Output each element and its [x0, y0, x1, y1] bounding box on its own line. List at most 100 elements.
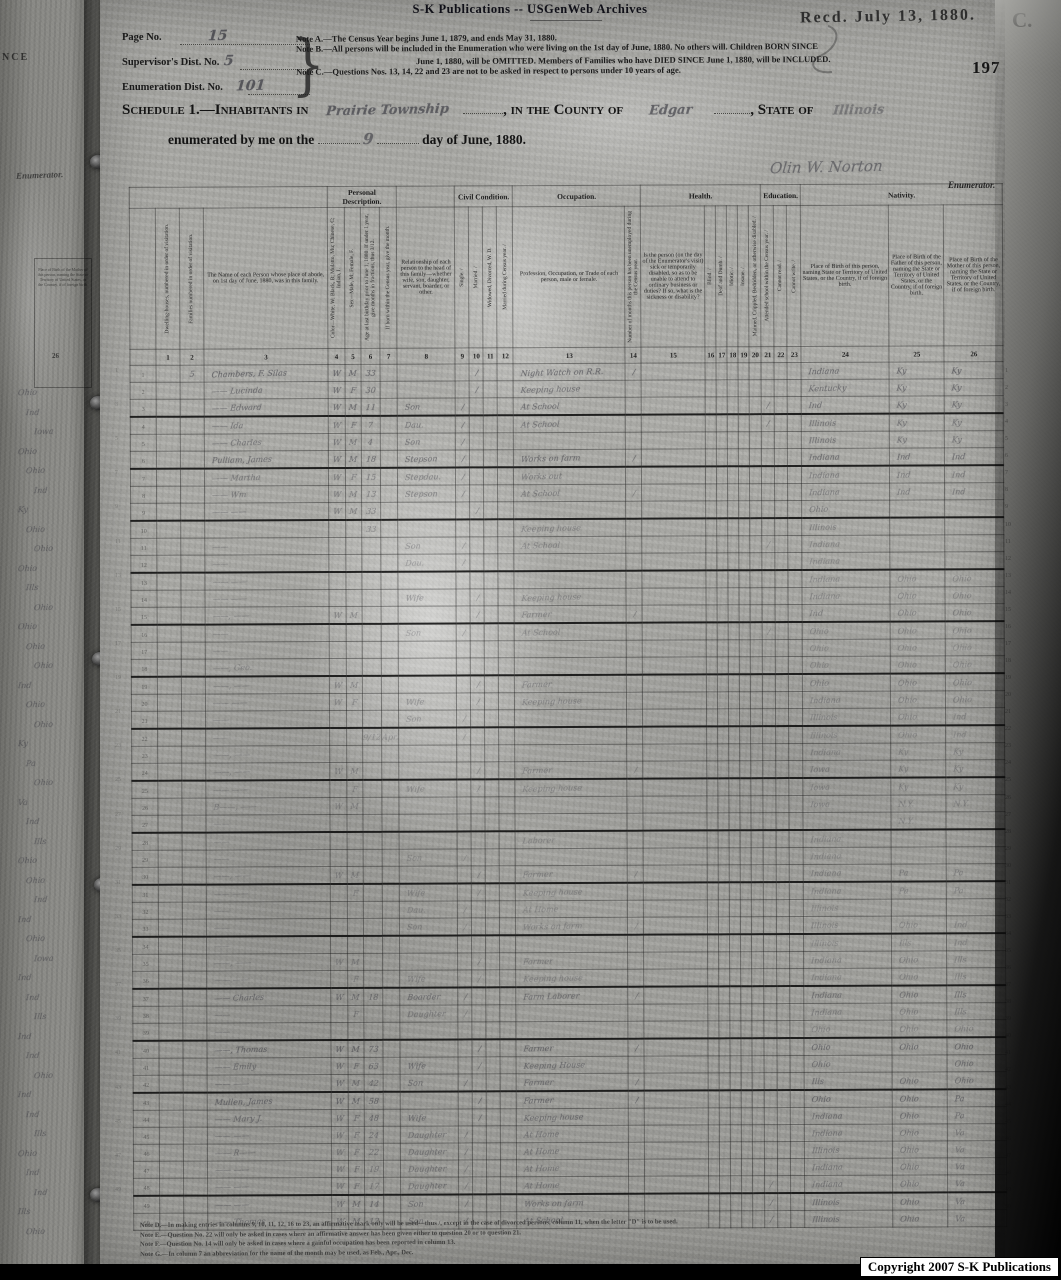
table-cell: [345, 571, 362, 590]
table-cell: [751, 951, 765, 969]
table-cell: At Home: [515, 900, 628, 918]
table-cell: [347, 831, 364, 850]
table-cell: [775, 552, 789, 571]
table-cell: [158, 832, 183, 851]
table-cell: [469, 467, 484, 485]
table-cell: [790, 1072, 805, 1091]
table-cell: Laborer: [515, 830, 628, 849]
table-cell: 15: [361, 467, 381, 486]
table-cell: Ills: [804, 1072, 893, 1090]
group-header: Health.: [640, 184, 761, 207]
table-cell: [641, 431, 706, 450]
table-cell: F: [345, 467, 362, 486]
row-number-cell: 42: [133, 1075, 160, 1093]
table-cell: [498, 692, 515, 710]
table-cell: [345, 519, 362, 538]
column-header-3: The Name of each Person whose place of a…: [203, 207, 328, 350]
table-cell: [470, 709, 485, 728]
table-cell: [706, 622, 718, 640]
table-cell: [484, 727, 500, 745]
column-number: 1: [155, 349, 181, 366]
table-cell: [777, 1193, 792, 1211]
table-cell: [718, 882, 730, 900]
table-cell: [181, 711, 206, 729]
group-header: [129, 186, 328, 209]
table-cell: Indiana: [802, 535, 891, 553]
table-cell: Iowa: [803, 760, 892, 778]
group-header: Occupation.: [512, 185, 641, 207]
table-cell: [470, 657, 485, 676]
table-cell: [330, 849, 348, 867]
table-cell: [749, 362, 762, 380]
previous-page-entry: Ky: [17, 504, 29, 515]
table-cell: [763, 778, 777, 796]
table-cell: [727, 466, 739, 484]
table-cell: [472, 1159, 487, 1177]
table-cell: 48: [364, 1109, 384, 1127]
table-cell: [751, 899, 764, 917]
table-cell: [740, 864, 752, 883]
table-cell: [788, 604, 803, 623]
table-cell: [777, 1055, 791, 1073]
table-cell: [787, 431, 802, 449]
table-cell: [499, 900, 516, 918]
table-cell: Ohio: [892, 1192, 949, 1211]
table-cell: /: [761, 396, 775, 415]
table-cell: [181, 694, 206, 712]
table-cell: [644, 968, 709, 987]
table-cell: [750, 691, 763, 709]
table-cell: [788, 725, 804, 744]
table-cell: [157, 746, 182, 764]
column-header-12: Married during Census year. /: [496, 206, 514, 348]
table-cell: [730, 1055, 742, 1073]
table-cell: [158, 867, 183, 885]
table-cell: [752, 1175, 765, 1194]
table-cell: [730, 1107, 742, 1125]
table-cell: [515, 813, 628, 832]
table-cell: [739, 674, 751, 692]
binding-row-number: 17: [115, 640, 121, 647]
table-cell: [625, 501, 643, 519]
binding-row-number: 43: [115, 1084, 121, 1091]
table-cell: [361, 589, 382, 607]
table-cell: /: [627, 761, 644, 779]
table-cell: [346, 710, 363, 728]
table-cell: [764, 1141, 778, 1159]
table-cell: [627, 900, 644, 918]
table-cell: [708, 1175, 720, 1194]
table-cell: At Home: [516, 1176, 629, 1195]
table-cell: —— Emily: [207, 1057, 332, 1076]
table-cell: [398, 727, 458, 746]
table-cell: Ky: [891, 759, 947, 778]
table-cell: [158, 850, 183, 868]
table-cell: [329, 623, 347, 642]
table-cell: [628, 1176, 645, 1194]
table-cell: [469, 484, 484, 502]
table-cell: [740, 743, 752, 761]
table-cell: [485, 865, 500, 884]
table-cell: [380, 433, 398, 451]
table-cell: Ky: [891, 777, 947, 796]
table-cell: [381, 675, 399, 694]
enumeration-dist-label: Enumeration Dist. No.: [122, 82, 223, 93]
table-cell: [398, 519, 457, 538]
table-cell: [740, 812, 752, 831]
table-cell: /: [764, 1193, 779, 1211]
table-cell: Keeping house: [515, 882, 628, 901]
table-cell: [761, 448, 775, 467]
column-header-17: Deaf and Dumb. /: [715, 205, 728, 347]
column-number: 8: [397, 347, 456, 365]
table-cell: [789, 933, 804, 952]
table-cell: [763, 899, 777, 917]
table-cell: 33: [361, 502, 381, 520]
row-number-cell: 27: [131, 815, 159, 833]
table-cell: [456, 675, 471, 693]
column-number: 9: [455, 347, 470, 364]
table-cell: ——, ——: [205, 676, 330, 695]
table-cell: [183, 1161, 208, 1179]
table-cell: [706, 656, 718, 675]
row-number-cell: 2: [130, 382, 157, 400]
table-cell: [183, 1092, 208, 1111]
table-cell: —— ——: [207, 1074, 332, 1093]
table-cell: /: [471, 865, 486, 884]
